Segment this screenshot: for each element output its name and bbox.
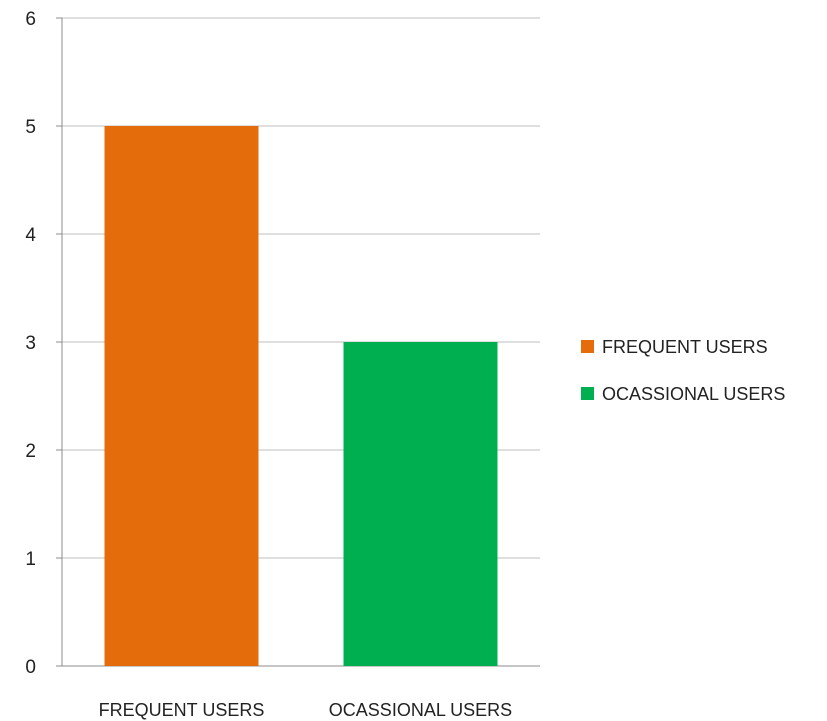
- category-label: FREQUENT USERS: [99, 700, 265, 720]
- y-tick-label: 6: [25, 9, 36, 30]
- y-tick-label: 4: [25, 225, 36, 246]
- legend-label: FREQUENT USERS: [602, 337, 768, 357]
- bar-ocassional-users: [343, 342, 498, 666]
- y-tick-label: 5: [25, 117, 36, 138]
- y-tick-label: 2: [25, 441, 36, 462]
- legend-swatch: [581, 387, 594, 400]
- y-tick-label: 1: [25, 549, 36, 570]
- y-tick-labels: 0 1 2 3 4 5 6: [25, 9, 36, 678]
- legend: FREQUENT USERS OCASSIONAL USERS: [581, 337, 785, 404]
- legend-label: OCASSIONAL USERS: [602, 384, 785, 404]
- legend-swatch: [581, 340, 594, 353]
- category-labels: FREQUENT USERS OCASSIONAL USERS: [99, 700, 513, 720]
- bar-frequent-users: [104, 126, 259, 666]
- bars: [104, 126, 498, 666]
- category-label: OCASSIONAL USERS: [329, 700, 512, 720]
- y-tick-label: 0: [25, 657, 36, 678]
- y-tick-label: 3: [25, 333, 36, 354]
